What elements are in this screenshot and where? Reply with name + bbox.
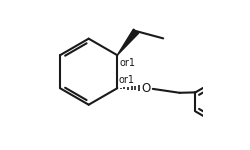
Text: or1: or1 (119, 58, 135, 68)
Text: O: O (142, 82, 151, 95)
Polygon shape (117, 29, 139, 55)
Text: or1: or1 (119, 75, 135, 85)
